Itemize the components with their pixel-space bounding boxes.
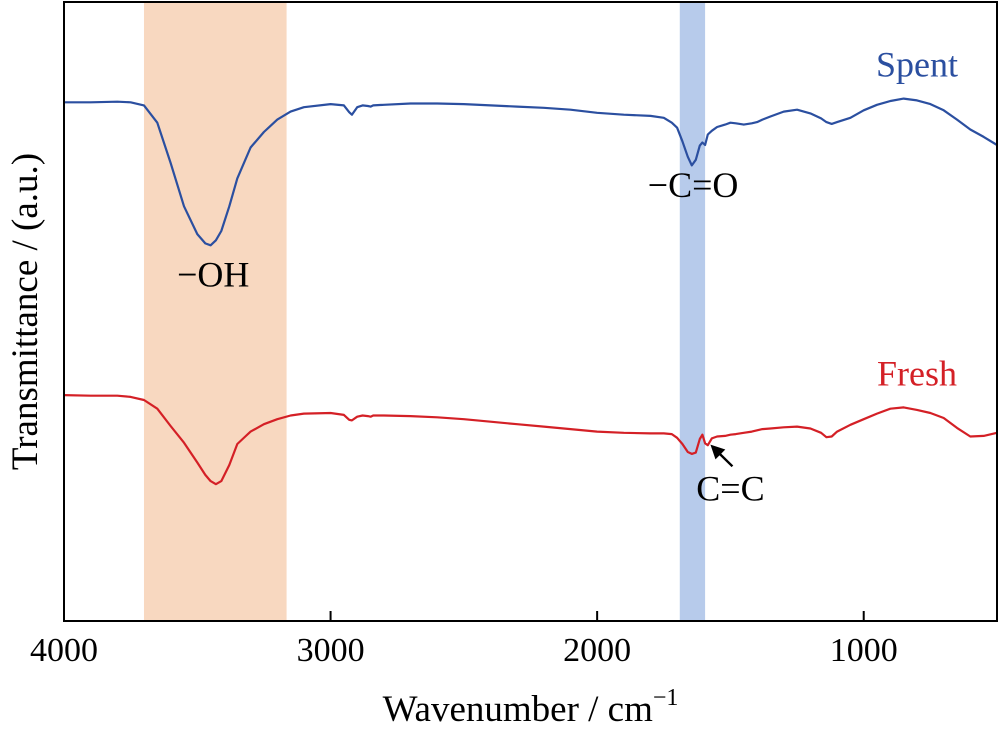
series-label-fresh: Fresh [877,353,957,393]
annotation-0: −OH [177,255,249,295]
annotation-1: −C=O [648,165,739,205]
x-tick-label: 1000 [830,632,898,669]
annotations: Spent Fresh −OH −C=O C=C [177,45,958,509]
plot-frame [63,1,998,622]
series-lines [63,97,998,486]
x-axis-label-main: Wavenumber / cm [383,689,654,728]
x-tick-label: 4000 [30,632,98,669]
series-line-fresh [63,394,998,486]
y-axis-label: Transmittance / (a.u.) [5,153,46,470]
series-line-spent [64,97,998,247]
highlight-band-0 [143,2,287,621]
x-axis-label: Wavenumber / cm−1 [383,685,679,728]
series-label-spent: Spent [876,45,958,85]
x-tick-label: 3000 [297,632,365,669]
x-axis-ticks: 4000 3000 2000 1000 [30,611,898,669]
x-tick-label: 2000 [563,632,631,669]
highlight-band-1 [679,2,706,621]
annotation-2: C=C [696,468,764,508]
x-axis-label-superscript: −1 [653,685,679,711]
highlight-bands [143,2,706,621]
annotation-arrow-head [710,444,726,460]
